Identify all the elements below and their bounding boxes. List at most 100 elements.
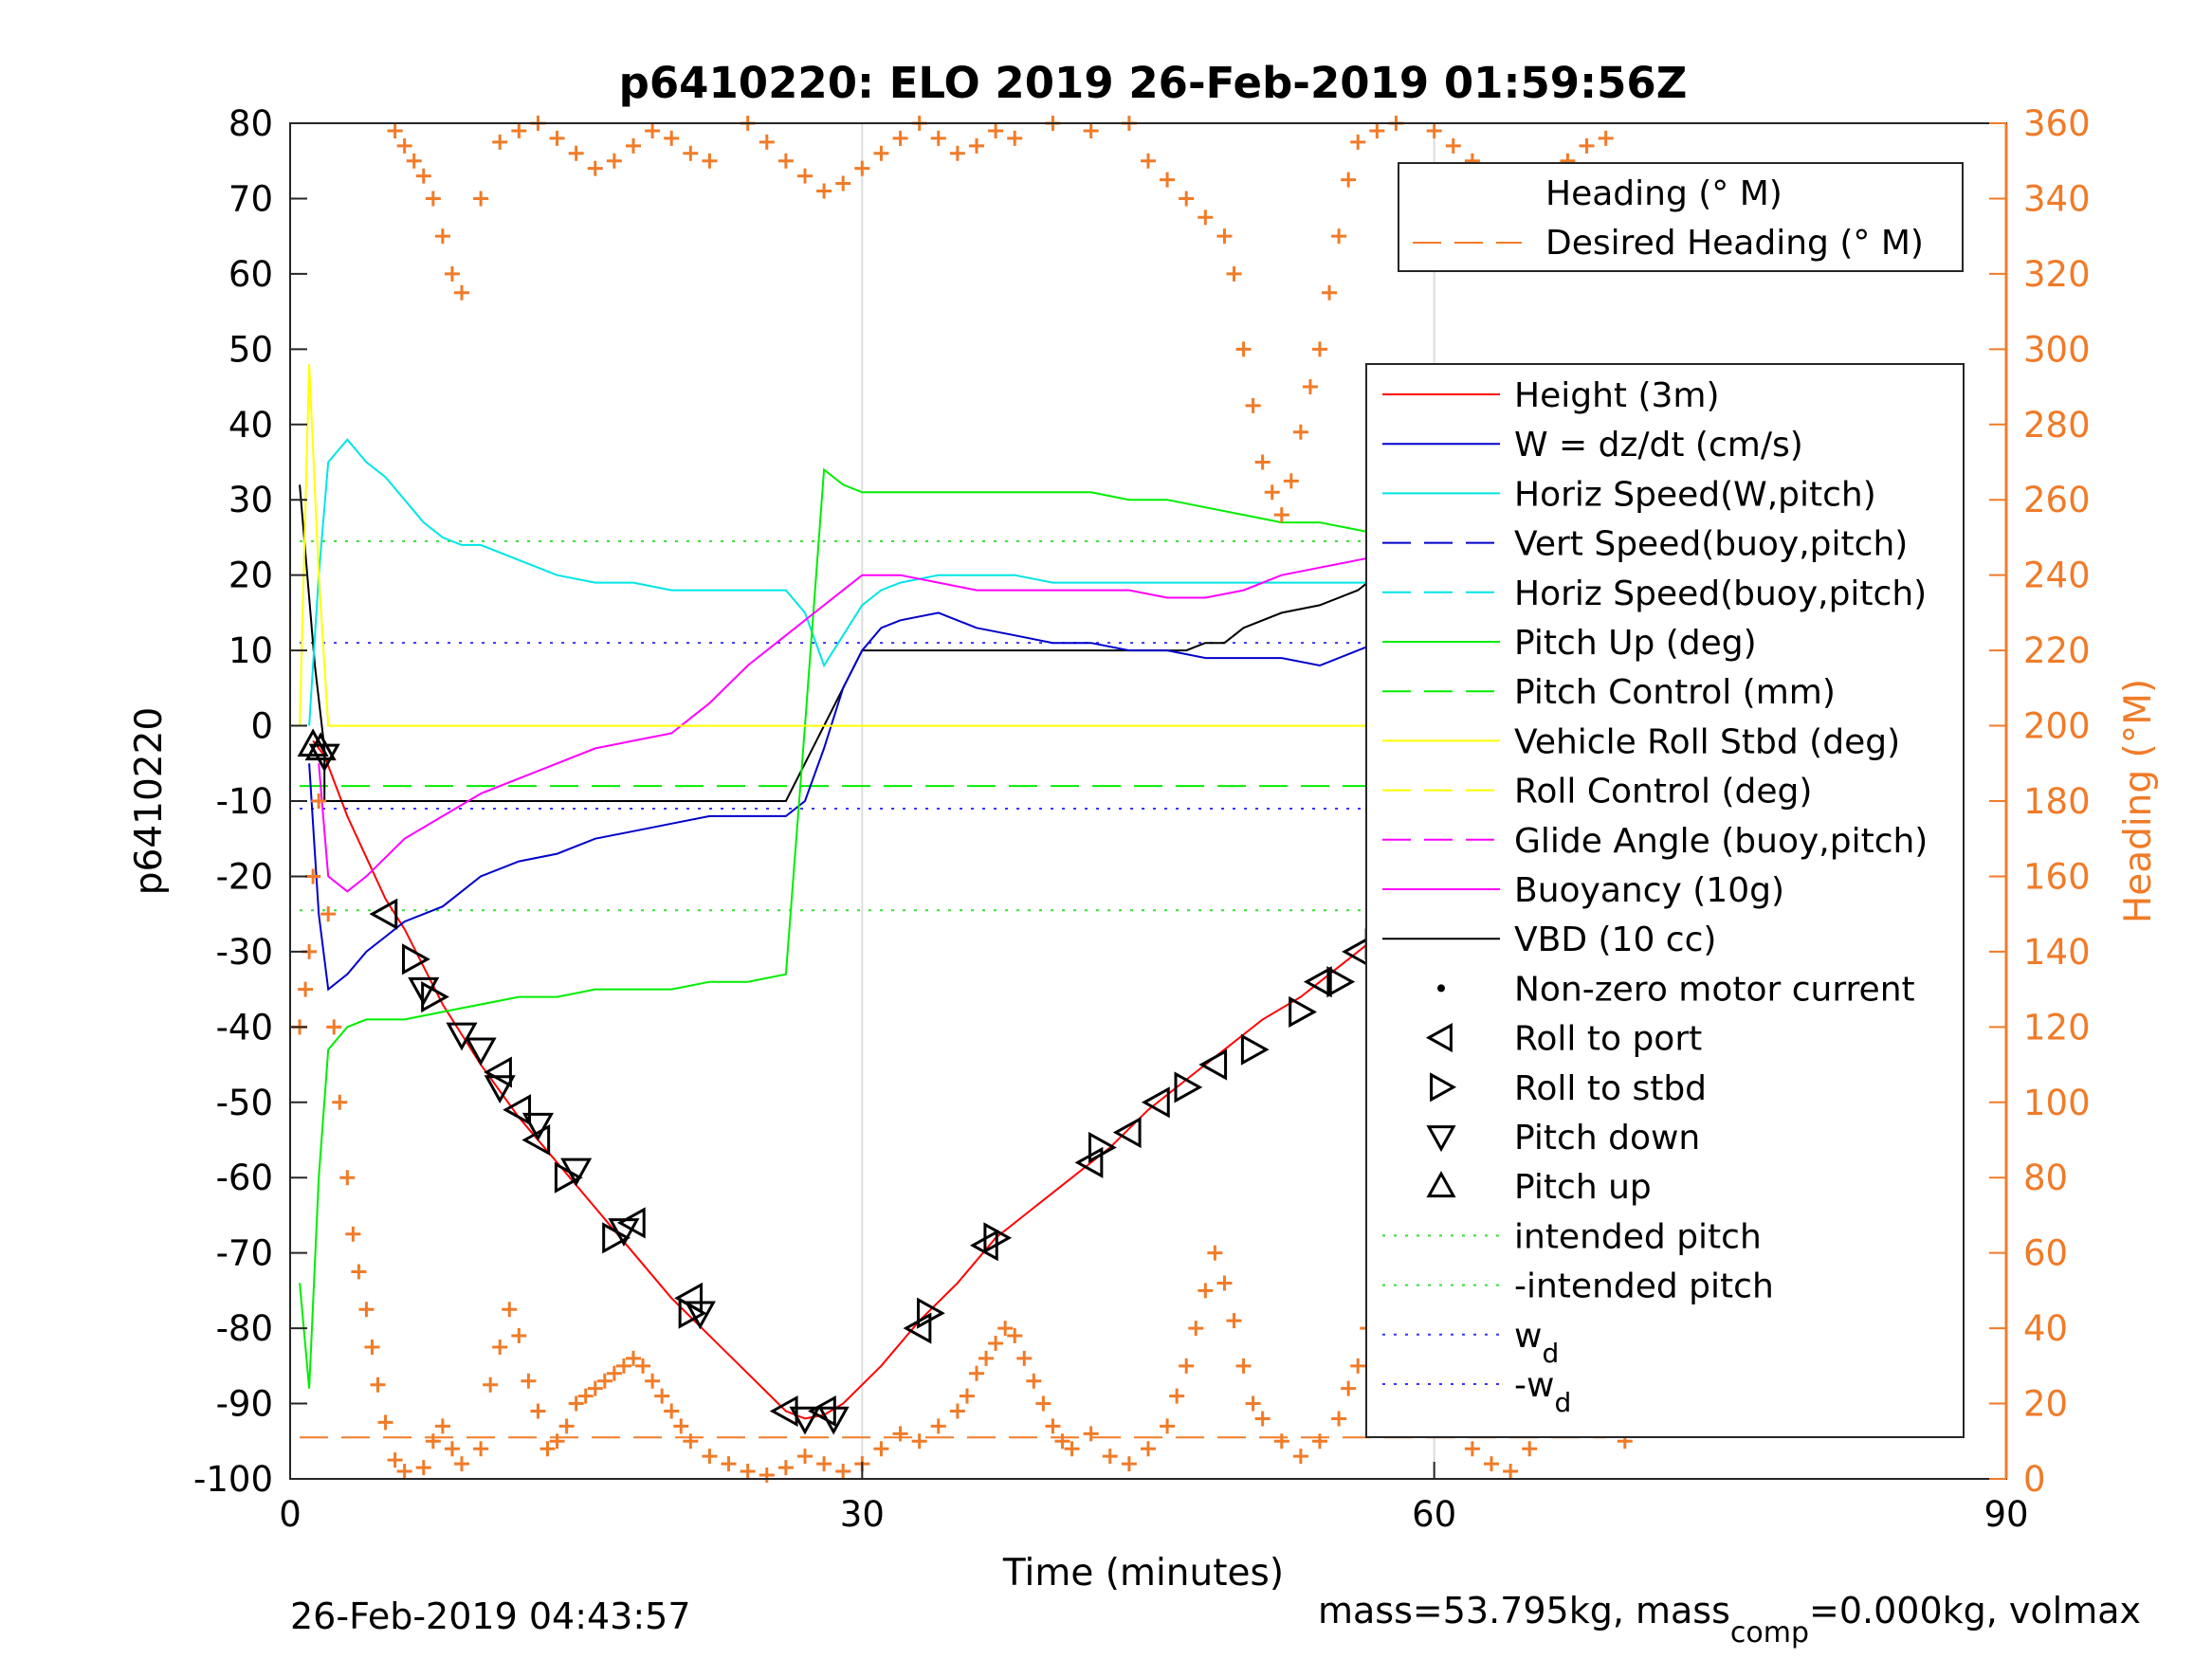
legend-swatch: [1426, 1125, 1456, 1153]
heading-point: [797, 1449, 813, 1465]
y-tick-label-right: 120: [2023, 1007, 2091, 1048]
y-tick-label-right: 160: [2023, 856, 2091, 897]
legend-entry-text: w: [1514, 1317, 1542, 1356]
heading-point: [396, 137, 412, 154]
legend-entry-subscript: d: [1542, 1338, 1559, 1369]
heading-point: [387, 1452, 403, 1468]
heading-point: [654, 1388, 670, 1404]
heading-point: [345, 1226, 361, 1242]
heading-point: [1579, 137, 1595, 154]
attitude-marker-up: [297, 728, 329, 757]
legend-heading-box: [1398, 162, 1964, 272]
heading-point: [930, 130, 946, 146]
x-tick-label: 60: [1412, 1494, 1456, 1535]
y-tick-label-left: 80: [229, 103, 273, 144]
heading-point: [606, 153, 622, 169]
legend-entry: Roll to stbd: [1514, 1069, 1707, 1108]
heading-point: [298, 981, 314, 997]
heading-point: [969, 1365, 984, 1381]
heading-point: [664, 1403, 680, 1419]
y-axis-label-right: Heading (°M): [2117, 679, 2160, 923]
heading-point: [978, 1350, 995, 1366]
heading-point: [444, 1441, 460, 1457]
heading-point: [511, 122, 527, 138]
heading-point: [816, 183, 832, 199]
heading-point: [1331, 1411, 1347, 1427]
heading-point: [873, 1441, 889, 1457]
heading-point: [1312, 341, 1327, 357]
heading-point: [606, 1365, 622, 1381]
legend-entry-subscript: d: [1554, 1387, 1571, 1418]
heading-point: [797, 168, 813, 184]
heading-point: [502, 1302, 518, 1318]
heading-point: [311, 793, 327, 809]
heading-point: [1464, 1441, 1480, 1457]
y-tick-label-left: -80: [216, 1308, 273, 1349]
y-tick-label-left: 0: [250, 706, 273, 747]
y-tick-label-left: 50: [229, 329, 273, 370]
footer-mass-pre: mass=53.795kg, mass: [1318, 1590, 1730, 1632]
heading-point: [568, 145, 584, 161]
y-axis-left: 80 70 60 50 40 30 20 10 0 -10 -20 -30 -40 -50 -60 -70 -8…: [193, 103, 307, 1500]
heading-point: [1016, 1350, 1033, 1366]
heading-point: [1522, 1441, 1538, 1457]
heading-point: [305, 868, 321, 884]
heading-point: [1226, 265, 1242, 282]
heading-point: [1331, 228, 1347, 245]
legend-entry: Buoyancy (10g): [1514, 871, 1784, 910]
heading-point: [511, 1328, 527, 1344]
y-tick-label-left: 30: [229, 480, 273, 520]
legend-entry: -intended pitch: [1514, 1267, 1774, 1306]
y-tick-label-left: -60: [216, 1158, 273, 1198]
y-tick-label-right: 240: [2023, 556, 2091, 596]
heading-point: [1083, 122, 1099, 138]
heading-point: [1026, 1373, 1042, 1389]
legend-entry: Height (3m): [1514, 376, 1720, 415]
heading-point: [1216, 1275, 1233, 1291]
legend-swatch: [1430, 1072, 1457, 1103]
heading-point: [949, 1403, 965, 1419]
y-tick-label-left: -50: [216, 1083, 273, 1123]
legend-entry: Roll to port: [1514, 1020, 1702, 1059]
attitude-marker-left: [769, 1395, 798, 1428]
heading-point: [1226, 1313, 1242, 1329]
y-axis-label-left: p6410220: [128, 707, 171, 895]
y-tick-label-right: 300: [2023, 329, 2091, 370]
y-tick-label-left: -70: [216, 1233, 273, 1274]
heading-point: [1445, 137, 1461, 154]
y-axis-right: 3603403203002802602402202001801601401201…: [1989, 103, 2091, 1500]
heading-point: [320, 906, 337, 922]
heading-point: [425, 1433, 441, 1449]
heading-point: [326, 1019, 342, 1035]
legend-entry: Roll Control (deg): [1514, 773, 1812, 811]
heading-point: [1035, 1395, 1051, 1412]
heading-points: [292, 116, 1633, 1484]
y-tick-label-left: 40: [229, 405, 273, 446]
attitude-marker-down: [308, 743, 340, 773]
attitude-marker-right: [1088, 1131, 1117, 1163]
heading-point: [530, 1403, 546, 1419]
attitude-marker-right: [1174, 1071, 1203, 1103]
y-tick-label-left: -40: [216, 1007, 273, 1048]
legend-main: Height (3m) W = dz/dt (cm/s) Horiz Speed(W…: [1365, 363, 1965, 1438]
heading-point: [1369, 122, 1385, 138]
y-tick-label-left: 10: [229, 630, 273, 671]
footer-mass-sub: comp: [1730, 1616, 1809, 1650]
y-tick-label-right: 140: [2023, 932, 2091, 973]
x-axis: 0 30 60 90: [279, 1462, 2029, 1535]
legend-entry: Pitch Control (mm): [1514, 673, 1836, 712]
legend-entry: Horiz Speed(buoy,pitch): [1514, 574, 1927, 613]
attitude-marker-right: [983, 1222, 1013, 1254]
heading-point: [959, 1388, 975, 1404]
y-tick-label-left: 70: [229, 178, 273, 219]
y-tick-label-right: 100: [2023, 1083, 2091, 1123]
y-tick-label-right: 180: [2023, 781, 2091, 822]
legend-entry: Horiz Speed(W,pitch): [1514, 475, 1876, 514]
attitude-marker-left: [616, 1207, 646, 1239]
heading-point: [473, 191, 489, 207]
heading-point: [1245, 397, 1261, 413]
heading-point: [1160, 1418, 1176, 1434]
heading-point: [835, 1464, 851, 1480]
legend-swatch: [1425, 1023, 1453, 1053]
